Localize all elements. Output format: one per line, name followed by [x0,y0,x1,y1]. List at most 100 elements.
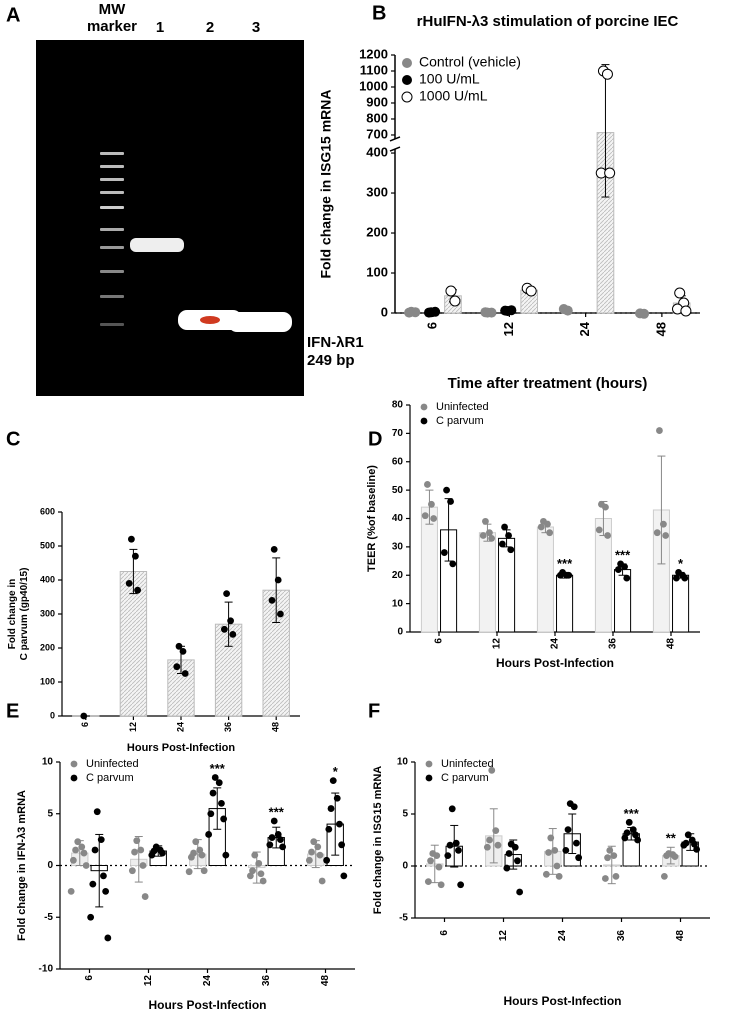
data-point [428,500,435,508]
x-tick-label: 48 [666,638,677,650]
y-tick-label: 30 [392,542,404,553]
y-tick-label: -10 [39,964,54,975]
data-point [479,532,487,539]
legend-marker [420,417,428,425]
data-point [457,881,465,889]
data-point [69,856,77,864]
data-point [173,663,181,671]
x-tick-label: 6 [80,722,90,727]
data-point [680,305,692,317]
significance: *** [210,761,226,776]
data-point [684,831,692,839]
lane-label: 3 [252,19,260,36]
y-tick-label: 200 [40,642,55,652]
data-point [159,849,166,857]
y-tick-label: 0 [47,860,53,871]
data-point [424,878,432,885]
x-tick-label: 36 [223,722,233,732]
x-axis-title: Hours Post-Infection [496,656,614,670]
data-point [274,576,282,584]
data-point [551,847,559,854]
data-point [612,873,620,880]
data-point [340,872,348,880]
data-point [97,836,105,844]
data-point [488,534,496,542]
significance: * [333,764,339,779]
data-point [614,566,622,573]
y-axis-title: Fold change in ISG15 mRNA [372,766,384,915]
bar [119,571,148,717]
data-point [67,887,75,895]
data-point [268,834,276,841]
x-tick-label: 6 [84,975,95,981]
chart-title: rHuIFN-λ3 stimulation of porcine IEC [417,13,679,30]
data-point [433,852,441,859]
data-point [423,307,434,318]
y-tick-label: 0 [381,304,388,319]
data-point [486,529,493,537]
data-point [424,481,431,488]
panel-letter: B [372,2,386,24]
panel-letter: A [6,4,20,26]
data-point [544,520,551,528]
data-point [556,571,564,579]
data-point [565,571,573,579]
data-point [175,642,183,650]
y-axis-title: Fold change in IFN-λ3 mRNA [16,790,28,941]
y-tick-label: 900 [366,94,388,109]
x-axis-title: Hours Post-Infection [148,998,266,1012]
data-point [629,826,637,833]
legend-marker [425,774,433,782]
data-point [329,777,337,785]
x-tick-label: 48 [653,322,668,336]
bar [536,526,554,633]
y-tick-label: 0 [402,861,408,872]
x-tick-label: 24 [202,975,213,987]
data-point [87,913,95,921]
data-point [621,563,628,571]
data-point [211,774,219,781]
data-point [480,307,491,318]
bar [478,532,496,633]
gel-band [228,312,292,332]
x-tick-label: 36 [608,638,619,650]
x-tick-label: 12 [501,322,516,336]
data-point [498,540,506,548]
data-point [421,512,429,520]
axis-break [389,146,401,152]
legend-label: 1000 U/mL [419,88,488,104]
y-axis-title: TEER (%of baseline) [366,465,378,572]
data-point [625,818,633,826]
y-tick-label: -5 [44,912,53,923]
y-tick-label: 40 [392,513,404,524]
data-point [318,877,326,885]
data-point [127,535,135,543]
y-tick-label: 1100 [360,62,388,77]
data-point [259,877,267,885]
data-point [128,867,136,875]
data-point [316,851,324,859]
data-point [660,873,668,880]
data-point [660,520,667,528]
data-point [437,881,445,889]
data-point [404,307,415,318]
data-point [444,852,452,859]
y-tick-label: 700 [366,126,388,141]
panel-letter: F [368,700,380,722]
data-point [310,838,318,846]
data-point [447,498,454,505]
gel-image [36,40,304,396]
data-point [270,817,278,825]
legend-label: Control (vehicle) [419,54,521,70]
data-point [229,631,237,638]
data-point [209,789,217,797]
data-point [445,285,457,297]
data-point [72,846,79,854]
data-point [333,794,341,802]
data-point [249,867,256,875]
data-point [595,526,603,534]
data-point [449,560,457,568]
data-point [488,766,496,774]
